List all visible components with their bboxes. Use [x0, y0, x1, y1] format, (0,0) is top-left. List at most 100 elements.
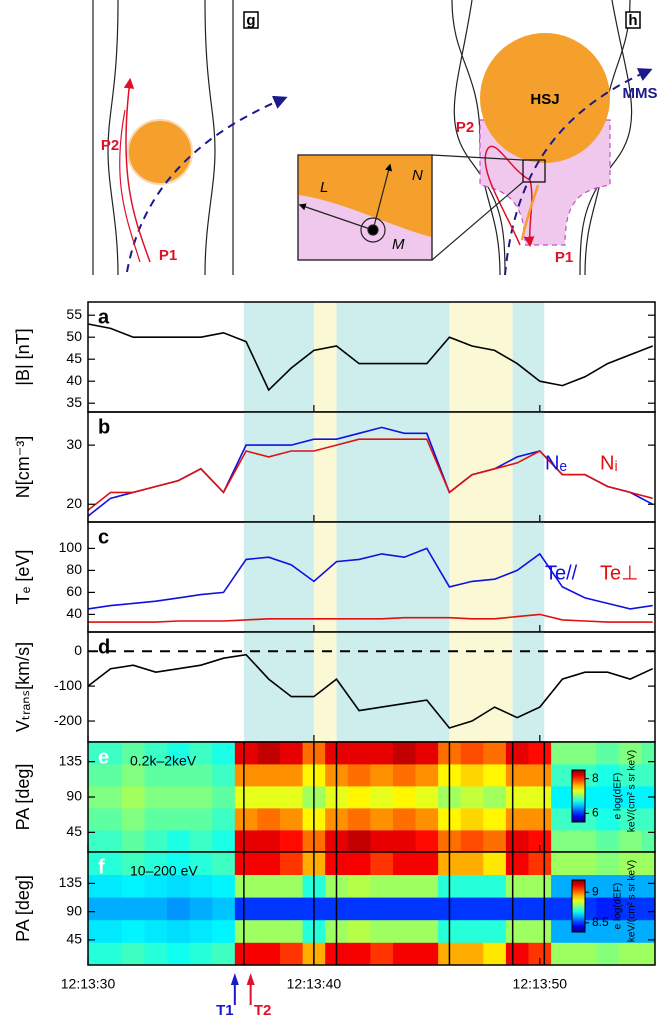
heatmap-cell	[144, 830, 168, 853]
y-axis-label: Tₑ [eV]	[13, 550, 33, 605]
heatmap-cell	[234, 919, 258, 943]
interval-shade	[313, 412, 337, 522]
diagram-label: g	[246, 12, 255, 29]
heatmap-cell	[370, 786, 394, 809]
heatmap-cell	[212, 897, 236, 921]
mms-label: MMS	[623, 85, 658, 102]
heatmap-cell	[528, 919, 552, 943]
heatmap-cell	[460, 852, 484, 875]
interval-shade	[313, 522, 337, 632]
y-tick-label: 40	[66, 605, 82, 621]
p2-label: P2	[456, 119, 474, 136]
zoom-line	[431, 154, 524, 161]
heatmap-cell	[280, 919, 304, 943]
legend-entry: Nₑ	[545, 452, 567, 474]
y-tick-label: 35	[66, 394, 82, 410]
heatmap-cell	[460, 942, 484, 966]
heatmap-cell	[167, 764, 191, 787]
heatmap-cell	[99, 764, 123, 787]
heatmap-cell	[415, 942, 439, 966]
heatmap-cell	[144, 808, 168, 831]
y-tick-label: 60	[66, 583, 82, 599]
heatmap-cell	[370, 874, 394, 898]
heatmap-cell	[280, 852, 304, 875]
heatmap-cell	[483, 919, 507, 943]
y-axis-label: |B| [nT]	[13, 328, 33, 385]
hsj-label: HSJ	[530, 91, 559, 108]
heatmap-cell	[483, 830, 507, 853]
heatmap-cell	[392, 742, 416, 765]
heatmap-cell	[483, 874, 507, 898]
heatmap-cell	[280, 742, 304, 765]
heatmap-cell	[596, 764, 620, 787]
heatmap-cell	[121, 742, 145, 765]
heatmap-cell	[99, 830, 123, 853]
heatmap-cell	[189, 874, 213, 898]
heatmap-cell	[460, 808, 484, 831]
heatmap-cell	[99, 742, 123, 765]
heatmap-cell	[257, 942, 281, 966]
heatmap-cell	[596, 852, 620, 875]
heatmap-cell	[234, 808, 258, 831]
heatmap-cell	[596, 942, 620, 966]
heatmap-cell	[347, 830, 371, 853]
heatmap-cell	[596, 874, 620, 898]
heatmap-cell	[505, 942, 529, 966]
heatmap-cell	[460, 742, 484, 765]
heatmap-cell	[189, 808, 213, 831]
heatmap-cell	[596, 897, 620, 921]
heatmap-cell	[618, 830, 642, 853]
heatmap-cell	[415, 830, 439, 853]
heatmap-cell	[212, 852, 236, 875]
interval-shade	[313, 302, 337, 412]
panel-letter: f	[98, 856, 105, 878]
y-tick-label: 40	[66, 372, 82, 388]
colorbar-tick-label: 6	[592, 806, 599, 820]
heatmap-cell	[370, 830, 394, 853]
heatmap-cell	[551, 830, 575, 853]
heatmap-cell	[415, 764, 439, 787]
heatmap-cell	[88, 942, 100, 966]
heatmap-cell	[370, 808, 394, 831]
field-line-red	[123, 77, 151, 263]
heatmap-cell	[144, 742, 168, 765]
heatmap-cell	[347, 808, 371, 831]
heatmap-cell	[641, 942, 656, 966]
heatmap-cell	[505, 764, 529, 787]
heatmap-cell	[257, 742, 281, 765]
field-line	[204, 0, 216, 276]
interval-shade	[336, 412, 450, 522]
heatmap-cell	[144, 764, 168, 787]
heatmap-cell	[573, 742, 597, 765]
heatmap-cell	[528, 764, 552, 787]
marker-label: T1	[216, 1002, 234, 1019]
field-line	[107, 0, 119, 276]
heatmap-cell	[347, 897, 371, 921]
heatmap-cell	[460, 919, 484, 943]
legend-entry: Te//	[545, 562, 578, 584]
y-tick-label: 80	[66, 561, 82, 577]
heatmap-cell	[167, 942, 191, 966]
y-tick-label: -100	[54, 677, 82, 693]
colorbar-tick-label: 8	[592, 771, 599, 785]
label-box	[243, 11, 259, 29]
heatmap-cell	[257, 830, 281, 853]
interval-shade	[449, 302, 513, 412]
colorbar-label: e log(dEF)	[613, 773, 624, 820]
heatmap-cell	[415, 874, 439, 898]
colorbar-units: keV/(cm² s sr keV)	[627, 750, 638, 832]
jet-circle	[480, 33, 610, 163]
heatmap-cell	[528, 830, 552, 853]
heatmap-cell	[144, 919, 168, 943]
heatmap-cell	[641, 919, 656, 943]
heatmap-cell	[483, 897, 507, 921]
heatmap-cell	[551, 764, 575, 787]
x-tick-label: 12:13:50	[513, 976, 568, 992]
y-tick-label: 135	[59, 874, 83, 890]
heatmap-cell	[280, 897, 304, 921]
heatmap-cell	[167, 919, 191, 943]
heatmap-cell	[121, 808, 145, 831]
p2-label: P2	[101, 137, 119, 154]
heatmap-cell	[551, 897, 575, 921]
heatmap-cell	[505, 852, 529, 875]
